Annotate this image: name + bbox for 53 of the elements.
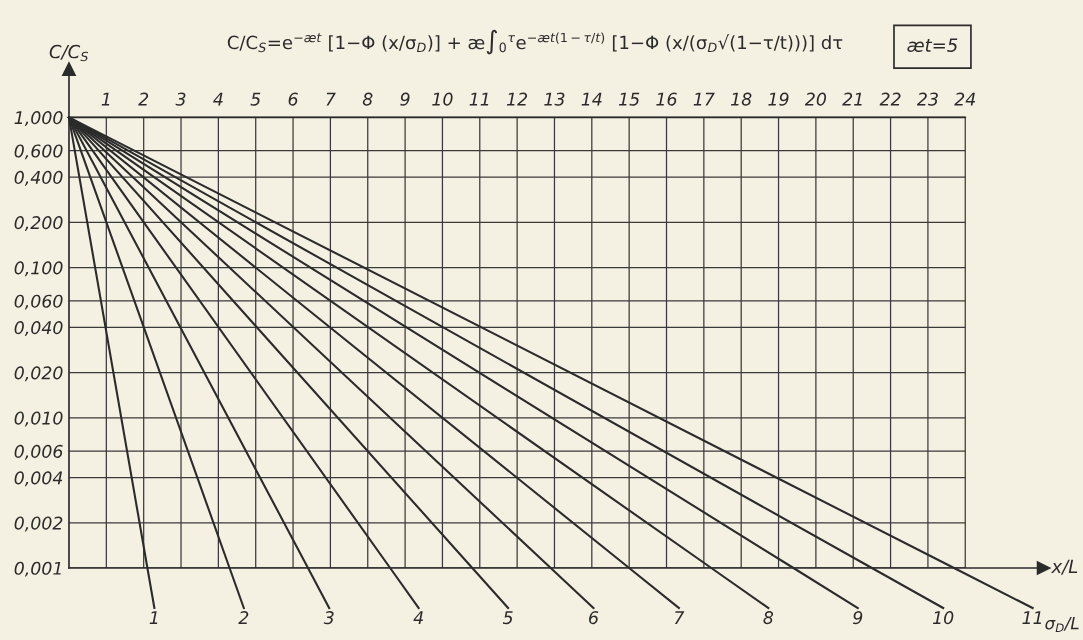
series-label: 9 [853,611,863,625]
x-tick-label: 18 [731,92,752,106]
x-tick-label: 6 [288,92,298,106]
x-axis-title: x/L [1051,559,1078,575]
series-label: 8 [763,611,774,625]
y-tick-label: 0,040 [14,321,63,336]
series-label: 1 [149,611,158,624]
x-tick-label: 19 [768,92,789,106]
x-tick-label: 15 [618,92,640,106]
y-tick-label: 0,004 [14,471,63,487]
x-tick-label: 3 [175,92,186,106]
x-tick-label: 16 [656,92,677,106]
x-tick-label: 4 [213,92,223,106]
y-tick-label: 0,020 [14,366,63,382]
text: æt=5 [907,38,958,52]
x-tick-label: 21 [842,92,862,106]
x-tick-label: 11 [469,92,489,106]
x-tick-label: 7 [326,92,336,106]
x-tick-label: 12 [506,92,528,106]
series-label: 7 [674,611,685,624]
y-tick-label: 0,060 [14,294,63,310]
series-label: 11 [1022,611,1042,624]
y-tick-label: 0,010 [14,411,63,427]
x-tick-label: 8 [362,92,373,106]
x-tick-label: 1 [101,92,110,106]
x-tick-label: 9 [400,92,410,106]
x-tick-label: 2 [138,92,149,106]
x-tick-label: 20 [804,92,827,106]
series-label: 6 [589,611,599,625]
x-tick-label: 23 [916,92,938,106]
y-tick-label: 0,600 [14,144,63,160]
y-tick-label: 0,400 [14,170,63,186]
series-label: 10 [932,611,954,625]
y-tick-label: 0,001 [14,561,61,577]
chart-title: C/C$_{S}$=e$^{−æt}$ [1−Φ (x/σ$_{D}$)] + æ∫$_{0}$$^{τ}$e$^{−æt(1−τ/t)}$ [1−Φ (x/(σ$_{D}$√(1−τ/t)))] dτ [227,29,843,55]
y-tick-label: 1,000 [14,111,63,126]
y-tick-label: 0,100 [14,261,63,277]
series-label: 3 [323,611,334,625]
y-tick-label: 0,002 [14,516,63,532]
x-tick-label: 22 [879,92,901,106]
y-tick-label: 0,200 [14,216,63,231]
text: σ$_{D}$/L [1045,617,1079,632]
y-axis-title: C/C$_{S}$ [49,44,89,62]
series-label: 5 [502,611,513,625]
x-tick-label: 5 [250,92,261,106]
x-tick-label: 24 [954,92,976,106]
x-tick-label: 10 [432,92,453,106]
x-tick-label: 17 [693,92,715,106]
series-label: 4 [413,611,423,624]
x-tick-label: 14 [581,92,602,106]
x-tick-label: 13 [544,92,565,106]
series-label: 2 [238,611,249,624]
y-tick-label: 0,006 [14,444,63,460]
